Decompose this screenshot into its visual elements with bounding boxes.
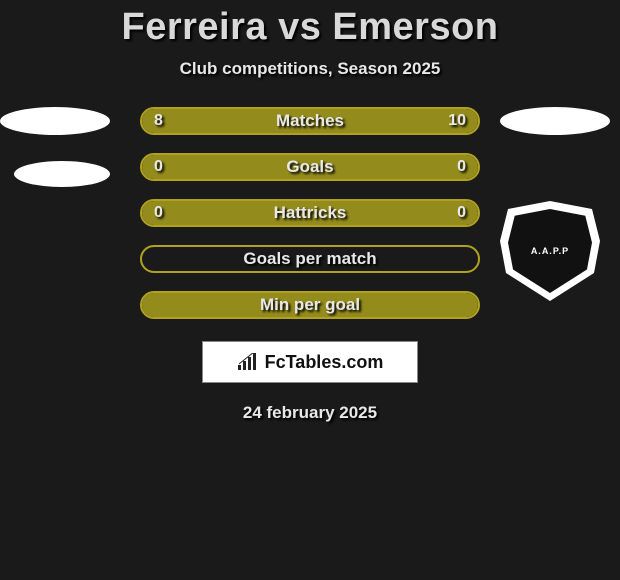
chart-icon xyxy=(237,353,259,371)
subtitle: Club competitions, Season 2025 xyxy=(180,59,441,79)
stat-bar: Hattricks0 0 xyxy=(140,199,480,227)
snapshot-date: 24 february 2025 xyxy=(243,403,377,423)
stat-bar: Goals0 0 xyxy=(140,153,480,181)
player-right-club-badge: .08.19 A.A.P.P xyxy=(500,201,600,301)
bar-label: Matches xyxy=(142,111,478,131)
source-logo: FcTables.com xyxy=(202,341,418,383)
stat-bars: Matches810Goals00Hattricks00Goals per ma… xyxy=(140,107,480,319)
player-left-avatar-placeholder xyxy=(0,107,110,135)
stat-bar: Matches8 10 xyxy=(140,107,480,135)
comparison-panel: Matches810Goals00Hattricks00Goals per ma… xyxy=(0,107,620,319)
bar-label: Goals xyxy=(142,157,478,177)
bar-label: Min per goal xyxy=(142,295,478,315)
player-left-club-placeholder xyxy=(14,161,110,187)
bar-value-right: 0 xyxy=(457,158,466,176)
logo-text: FcTables.com xyxy=(265,352,384,373)
bar-value-left: 0 xyxy=(154,204,163,222)
badge-inner: A.A.P.P xyxy=(508,209,592,293)
bar-label: Hattricks xyxy=(142,203,478,223)
stat-bar: Min per goal xyxy=(140,291,480,319)
page-title: Ferreira vs Emerson xyxy=(121,6,498,49)
badge-top-text: .08.19 xyxy=(537,192,562,201)
bar-value-left: 8 xyxy=(154,112,163,130)
bar-value-left: 0 xyxy=(154,158,163,176)
player-right-column: .08.19 A.A.P.P xyxy=(500,107,610,301)
stat-bar: Goals per match xyxy=(140,245,480,273)
player-right-avatar-placeholder xyxy=(500,107,610,135)
bar-value-right: 10 xyxy=(448,112,466,130)
bar-value-right: 0 xyxy=(457,204,466,222)
player-left-column xyxy=(0,107,120,187)
bar-label: Goals per match xyxy=(142,249,478,269)
